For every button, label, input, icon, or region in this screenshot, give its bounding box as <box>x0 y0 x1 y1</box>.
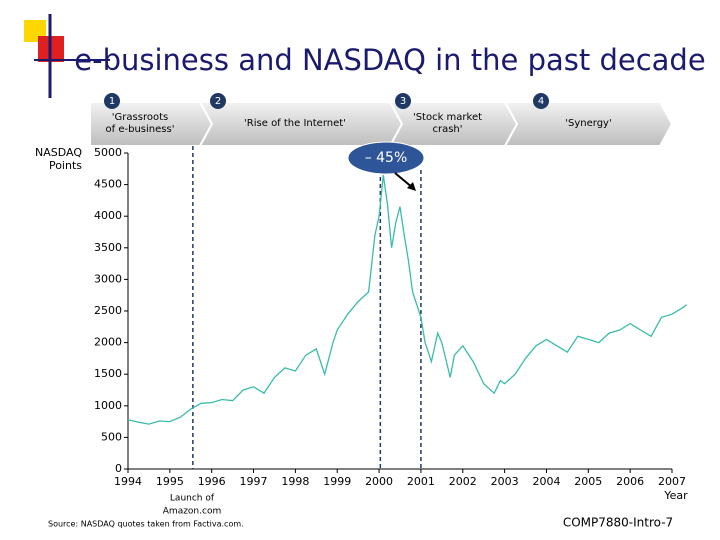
y-tick-label: 2000 <box>94 336 122 349</box>
y-tick-label: 1500 <box>94 367 122 380</box>
title: e-business and NASDAQ in the past decade <box>74 43 705 77</box>
phase-number: 2 <box>215 96 221 107</box>
x-tick-label: 1999 <box>323 475 351 488</box>
phase-label: 'Rise of the Internet' <box>244 118 346 129</box>
phase-label: crash' <box>432 124 462 135</box>
y-axis-label: NASDAQ <box>35 146 82 159</box>
y-tick-label: 3500 <box>94 241 122 254</box>
marker-note: Amazon.com <box>163 507 221 517</box>
phase-label: 'Grassroots <box>112 112 168 123</box>
phase-chevron <box>503 101 674 147</box>
x-tick-label: 2007 <box>658 475 686 488</box>
footer: COMP7880-Intro-7 <box>563 516 673 530</box>
y-tick-label: 4000 <box>94 209 122 222</box>
x-tick-label: 2004 <box>532 475 560 488</box>
x-axis-label: Year <box>663 489 688 502</box>
phase-badge <box>104 93 120 109</box>
data-line <box>127 175 687 425</box>
x-tick-label: 2006 <box>616 475 644 488</box>
y-tick-label: 500 <box>101 430 122 443</box>
y-tick-label: 4500 <box>94 178 122 191</box>
x-tick-label: 2001 <box>407 475 435 488</box>
x-tick-label: 2002 <box>449 475 477 488</box>
x-tick-label: 1998 <box>281 475 309 488</box>
phase-number: 3 <box>400 96 406 107</box>
x-tick-label: 1997 <box>240 475 268 488</box>
phase-label: 'Stock market <box>413 112 482 123</box>
source-note: Source: NASDAQ quotes taken from Factiva… <box>48 520 244 529</box>
y-tick-label: 3000 <box>94 272 122 285</box>
y-tick-label: 2500 <box>94 304 122 317</box>
callout-arrowhead <box>407 182 416 191</box>
y-tick-label: 1000 <box>94 399 122 412</box>
y-axis-label: Points <box>49 159 82 172</box>
phase-number: 1 <box>109 96 115 107</box>
phase-badge <box>533 93 549 109</box>
x-tick-label: 1994 <box>114 475 142 488</box>
x-tick-label: 2000 <box>365 475 393 488</box>
x-tick-label: 1996 <box>198 475 226 488</box>
phase-badge <box>210 93 226 109</box>
phase-number: 4 <box>538 96 544 107</box>
callout-bubble <box>347 141 425 175</box>
y-tick-label: 5000 <box>94 146 122 159</box>
phase-label: 'Synergy' <box>565 118 611 129</box>
phase-label: of e-business' <box>106 124 175 135</box>
y-tick-label: 0 <box>115 462 122 475</box>
marker-note: Launch of <box>170 494 215 504</box>
x-tick-label: 2005 <box>574 475 602 488</box>
x-tick-label: 2003 <box>491 475 519 488</box>
callout-text: – 45% <box>365 150 408 166</box>
phase-badge <box>395 93 411 109</box>
x-tick-label: 1995 <box>156 475 184 488</box>
